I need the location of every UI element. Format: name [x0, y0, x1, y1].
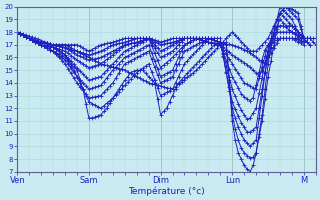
X-axis label: Température (°c): Température (°c)	[128, 186, 205, 196]
